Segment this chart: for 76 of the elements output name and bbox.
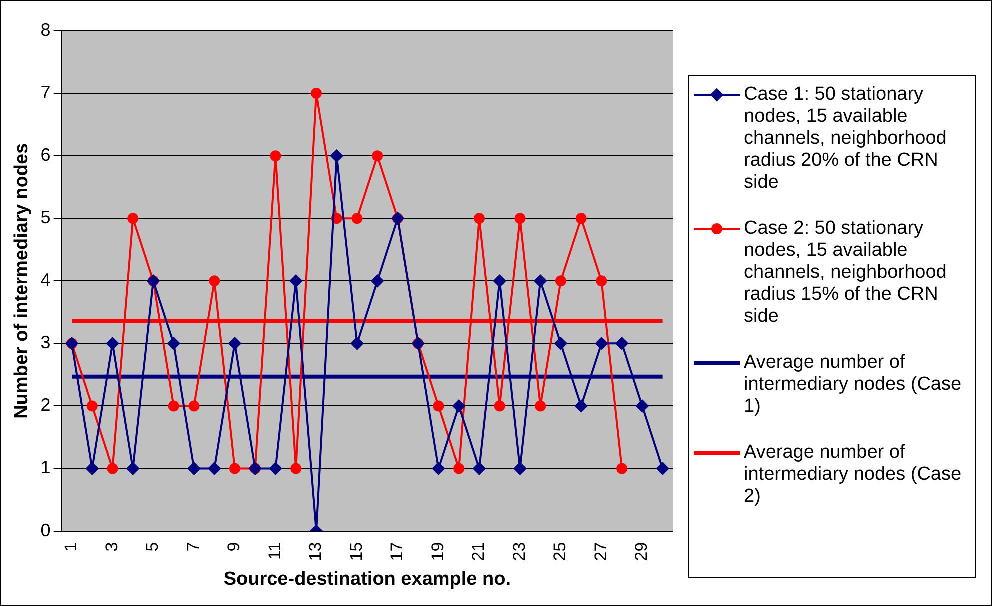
point	[616, 463, 628, 474]
point	[209, 276, 220, 287]
point	[208, 462, 222, 476]
point	[270, 150, 282, 162]
x-tick-label: 13	[306, 542, 326, 562]
y-tick-label: 3	[40, 332, 51, 353]
y-tick-label: 4	[40, 270, 51, 290]
x-tick-label: 23	[510, 542, 529, 562]
point	[616, 337, 629, 350]
point	[474, 213, 485, 224]
legend-label: Case 2: 50 stationary nodes, 15 available channels, neighborhood radius 15% of the CRN side	[744, 218, 947, 328]
legend-label: Average number of intermediary nodes (Case 2)	[744, 442, 962, 508]
point	[574, 400, 588, 413]
point	[106, 337, 120, 350]
point	[128, 213, 139, 224]
legend-label: Average number of intermediary nodes (Case 1)	[744, 352, 962, 418]
x-tick-label: 5	[143, 542, 162, 552]
x-tick-label: 27	[591, 542, 610, 562]
point	[555, 276, 566, 287]
point	[228, 337, 242, 350]
point	[188, 462, 201, 476]
point	[636, 400, 649, 413]
point	[310, 88, 322, 100]
x-tick-label: 29	[632, 542, 652, 562]
point	[472, 462, 486, 476]
point	[107, 463, 118, 474]
point	[290, 274, 303, 288]
x-axis-title: Source-destination example no.	[224, 568, 511, 590]
y-tick-label: 6	[40, 145, 51, 166]
x-tick-label: 11	[265, 542, 284, 560]
y-tick-label: 1	[40, 458, 51, 478]
point	[554, 337, 568, 350]
x-tick-label: 25	[550, 542, 570, 562]
y-tick-label: 2	[40, 395, 51, 416]
y-tick-label: 8	[40, 20, 51, 40]
y-axis-title: Number of intermediary nodes	[12, 143, 33, 419]
point	[372, 150, 384, 162]
point	[350, 337, 364, 350]
point	[269, 462, 282, 476]
point	[86, 400, 98, 412]
y-tick-label: 7	[40, 82, 51, 103]
point	[167, 337, 180, 350]
point	[576, 213, 587, 224]
y-tick-label: 5	[40, 208, 51, 228]
point	[535, 400, 546, 412]
point	[493, 274, 506, 288]
point	[514, 462, 527, 476]
point	[534, 274, 548, 288]
x-tick-label: 17	[388, 542, 407, 562]
point	[352, 213, 363, 224]
x-tick-label: 1	[62, 542, 81, 552]
x-tick-label: 15	[346, 542, 366, 562]
x-tick-label: 19	[428, 542, 448, 562]
point	[229, 463, 240, 474]
point	[86, 462, 99, 476]
point	[433, 400, 444, 412]
x-tick-label: 21	[469, 542, 488, 562]
point	[514, 213, 526, 224]
point	[432, 462, 446, 476]
point	[452, 400, 466, 413]
point	[330, 150, 344, 163]
x-tick-label: 3	[102, 542, 122, 552]
point	[595, 337, 608, 350]
point	[454, 463, 465, 474]
y-tick-label: 0	[40, 520, 51, 540]
point	[596, 276, 608, 287]
x-tick-label: 9	[224, 542, 244, 552]
legend-label: Case 1: 50 stationary nodes, 15 available channels, neighborhood radius 20% of the CRN side	[744, 84, 947, 194]
x-tick-label: 7	[184, 542, 203, 552]
point	[290, 463, 302, 474]
point	[656, 462, 670, 476]
point	[371, 274, 384, 288]
point	[126, 462, 140, 476]
point	[168, 400, 180, 412]
point	[188, 400, 200, 412]
point	[494, 400, 506, 412]
